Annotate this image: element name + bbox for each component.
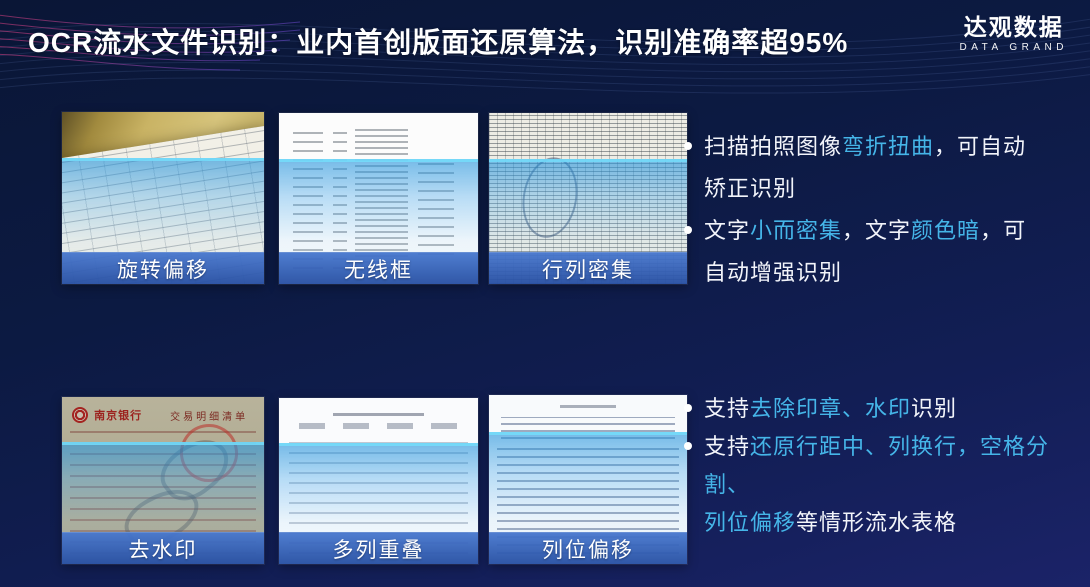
- sheet-title-line: [332, 412, 425, 416]
- thumbnail-label: 列位偏移: [489, 532, 687, 564]
- brand-logo: 达观数据 DATA GRAND: [959, 14, 1068, 53]
- bank-header: 南京银行 交易明细清单: [72, 404, 254, 427]
- bullet-item: 支持还原行距中、列换行，空格分割、 列位偏移等情形流水表格: [684, 428, 1084, 542]
- sheet-subtitle-line: [298, 422, 459, 429]
- feature-bullets-bottom: 支持去除印章、水印识别支持还原行距中、列换行，空格分割、 列位偏移等情形流水表格: [684, 390, 1084, 542]
- bullet-dot-icon: [684, 404, 692, 412]
- bank-name: 南京银行: [94, 410, 143, 423]
- thumbnail-column-offset: 列位偏移: [489, 395, 687, 564]
- thumbnail-dense-grid: 行列密集: [489, 113, 687, 284]
- feature-bullets-top: 扫描拍照图像弯折扭曲，可自动 矫正识别 文字小而密集，文字颜色暗，可 自动增强识别: [684, 126, 1084, 294]
- thumbnail-label: 多列重叠: [279, 532, 478, 564]
- bullet-dot-icon: [684, 442, 692, 450]
- thumbnail-label: 去水印: [62, 532, 264, 564]
- bullet-item: 扫描拍照图像弯折扭曲，可自动 矫正识别: [684, 126, 1084, 210]
- bank-logo-icon: [72, 407, 89, 424]
- thumbnail-label: 无线框: [279, 252, 478, 284]
- bullet-dot-icon: [684, 142, 692, 150]
- bullet-dot-icon: [684, 226, 692, 234]
- brand-logo-name: 达观数据: [963, 14, 1064, 40]
- bullet-item: 文字小而密集，文字颜色暗，可 自动增强识别: [684, 210, 1084, 294]
- thumbnail-watermark: 南京银行 交易明细清单 去水印: [62, 397, 264, 564]
- thumbnail-multi-column: 多列重叠: [279, 398, 478, 564]
- ledger-title-line: [560, 405, 616, 409]
- page-title: OCR流水文件识别：业内首创版面还原算法，识别准确率超95%: [28, 27, 849, 58]
- bank-doc-title: 交易明细清单: [170, 411, 249, 423]
- brand-logo-subtitle: DATA GRAND: [959, 42, 1068, 53]
- thumbnail-no-border: 无线框: [279, 113, 478, 284]
- thumbnail-rotate-offset: 旋转偏移: [62, 112, 264, 284]
- bullet-text: 文字小而密集，文字颜色暗，可 自动增强识别: [704, 218, 1027, 285]
- thumbnail-label: 行列密集: [489, 252, 687, 284]
- bullet-item: 支持去除印章、水印识别: [684, 390, 1084, 428]
- bullet-text: 扫描拍照图像弯折扭曲，可自动 矫正识别: [704, 134, 1027, 201]
- bullet-text: 支持还原行距中、列换行，空格分割、 列位偏移等情形流水表格: [704, 434, 1050, 535]
- thumbnail-label: 旋转偏移: [62, 252, 264, 284]
- bullet-text: 支持去除印章、水印识别: [704, 396, 958, 421]
